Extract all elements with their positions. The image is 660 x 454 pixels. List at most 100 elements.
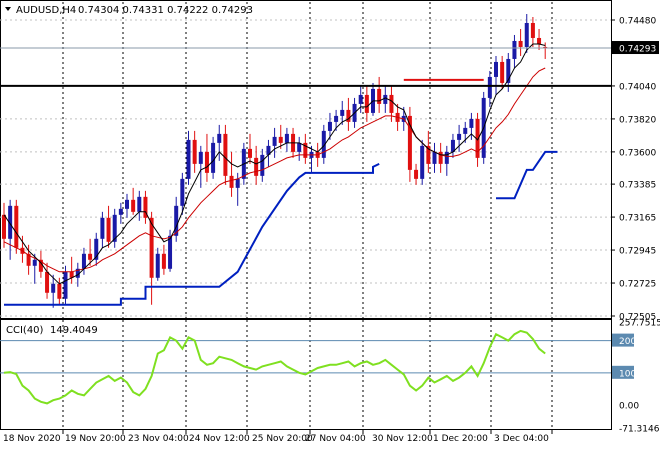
candle-body xyxy=(235,178,240,188)
indicator-name: CCI(40) xyxy=(6,325,44,336)
candle-body xyxy=(204,151,209,173)
price-panel-frame xyxy=(0,0,612,319)
candle-body xyxy=(155,253,160,278)
price-axis: 0.74480 0.74040 0.73820 0.73600 0.73385 0.731… xyxy=(611,16,660,435)
price-axis-label: 0.72505 xyxy=(619,313,656,323)
candle-body xyxy=(469,118,474,128)
time-axis-label: 25 Nov 20:00 xyxy=(252,434,313,444)
candle-body xyxy=(38,259,43,272)
candle-body xyxy=(223,133,228,176)
price-axis-label: 0.72945 xyxy=(619,247,656,257)
time-axis-label: 1 Dec 20:00 xyxy=(433,434,488,444)
candle-body xyxy=(32,259,37,266)
candle-body xyxy=(377,88,382,104)
candle-body xyxy=(106,217,111,242)
candle-body xyxy=(174,205,179,236)
candle-body xyxy=(524,22,529,47)
cci-axis-label: 100 xyxy=(619,369,636,379)
candle-body xyxy=(168,235,173,269)
candle-body xyxy=(211,142,216,173)
candle-body xyxy=(81,253,86,269)
current-price-label: 0.74293 xyxy=(619,45,656,55)
candle-body xyxy=(420,145,425,179)
time-axis-label: 19 Nov 20:00 xyxy=(65,434,126,444)
price-axis-label: 0.72725 xyxy=(619,280,656,290)
candle-body xyxy=(118,208,123,215)
candle-body xyxy=(131,199,136,212)
candle-body xyxy=(186,139,191,179)
time-axis-label: 3 Dec 04:00 xyxy=(494,434,549,444)
candle-body xyxy=(303,142,308,158)
candle-body xyxy=(518,40,523,47)
candle-body xyxy=(137,196,142,212)
ohlc-values: 0.74304 0.74331 0.74222 0.74293 xyxy=(78,5,253,16)
candle-body xyxy=(100,217,105,239)
trailing-stop-line xyxy=(4,162,380,306)
candle-body xyxy=(149,217,154,278)
cci-level-badge xyxy=(612,365,634,379)
time-axis-label: 23 Nov 04:00 xyxy=(128,434,189,444)
cci-axis-label: 200 xyxy=(619,337,636,347)
price-axis-label: 0.73385 xyxy=(619,181,656,191)
cci-axis-label: 257.7515 xyxy=(619,319,660,329)
candle-body xyxy=(389,94,394,113)
candle-body xyxy=(272,136,277,146)
candle-body xyxy=(26,253,31,266)
candle-body xyxy=(450,139,455,152)
candle-body xyxy=(284,133,289,143)
candle-body xyxy=(75,268,80,278)
candle-body xyxy=(88,253,93,260)
candle-body xyxy=(506,58,511,83)
time-axis-label: 18 Nov 2020 xyxy=(3,434,61,444)
candle-body xyxy=(432,151,437,164)
candle-body xyxy=(457,133,462,140)
candle-body xyxy=(112,214,117,242)
candle-body xyxy=(69,271,74,278)
candle-body xyxy=(537,37,542,44)
candle-body xyxy=(229,175,234,188)
indicator-value: 149.4049 xyxy=(50,325,98,336)
candle-body xyxy=(444,151,449,164)
cci-level-badge xyxy=(612,333,634,347)
candle-body xyxy=(512,40,517,59)
candle-body xyxy=(297,142,302,152)
candle-body xyxy=(217,133,222,143)
price-axis-label: 0.74040 xyxy=(619,82,656,92)
candle-body xyxy=(125,199,129,209)
candle-body xyxy=(8,205,13,239)
chart-header: AUDUSD,H4 0.74304 0.74331 0.74222 0.7429… xyxy=(5,5,253,16)
time-axis-label: 24 Nov 12:00 xyxy=(189,434,250,444)
cci-axis-label: 0.00 xyxy=(619,402,639,412)
current-price-badge xyxy=(612,41,659,55)
cci-panel-frame xyxy=(0,319,612,430)
price-axis-label: 0.73600 xyxy=(619,148,656,158)
candle-body xyxy=(358,94,363,104)
indicator-lines xyxy=(0,43,611,306)
time-axis-label: 27 Nov 04:00 xyxy=(305,434,366,444)
candle-body xyxy=(383,94,388,104)
fast-moving-average-line xyxy=(3,43,546,285)
candle-body xyxy=(198,151,203,164)
candle-body xyxy=(487,76,492,98)
candle-body xyxy=(57,283,62,299)
candle-body xyxy=(260,154,265,176)
candle-body xyxy=(2,214,6,239)
cci-line xyxy=(3,329,546,405)
candle-body xyxy=(266,145,271,155)
candle-body xyxy=(364,94,369,113)
candle-body xyxy=(407,115,412,170)
candlestick-series xyxy=(2,13,548,308)
candle-body xyxy=(327,121,332,131)
dropdown-triangle-icon[interactable] xyxy=(5,7,11,11)
candle-body xyxy=(321,130,326,158)
cci-axis-label: -71.3146 xyxy=(619,425,660,435)
candle-body xyxy=(463,127,468,134)
candle-body xyxy=(63,271,68,299)
candle-body xyxy=(143,196,148,218)
indicator-header: CCI(40) 149.4049 xyxy=(6,325,98,336)
price-axis-label: 0.73820 xyxy=(619,115,656,125)
candle-body xyxy=(94,238,99,260)
candle-body xyxy=(530,22,535,38)
